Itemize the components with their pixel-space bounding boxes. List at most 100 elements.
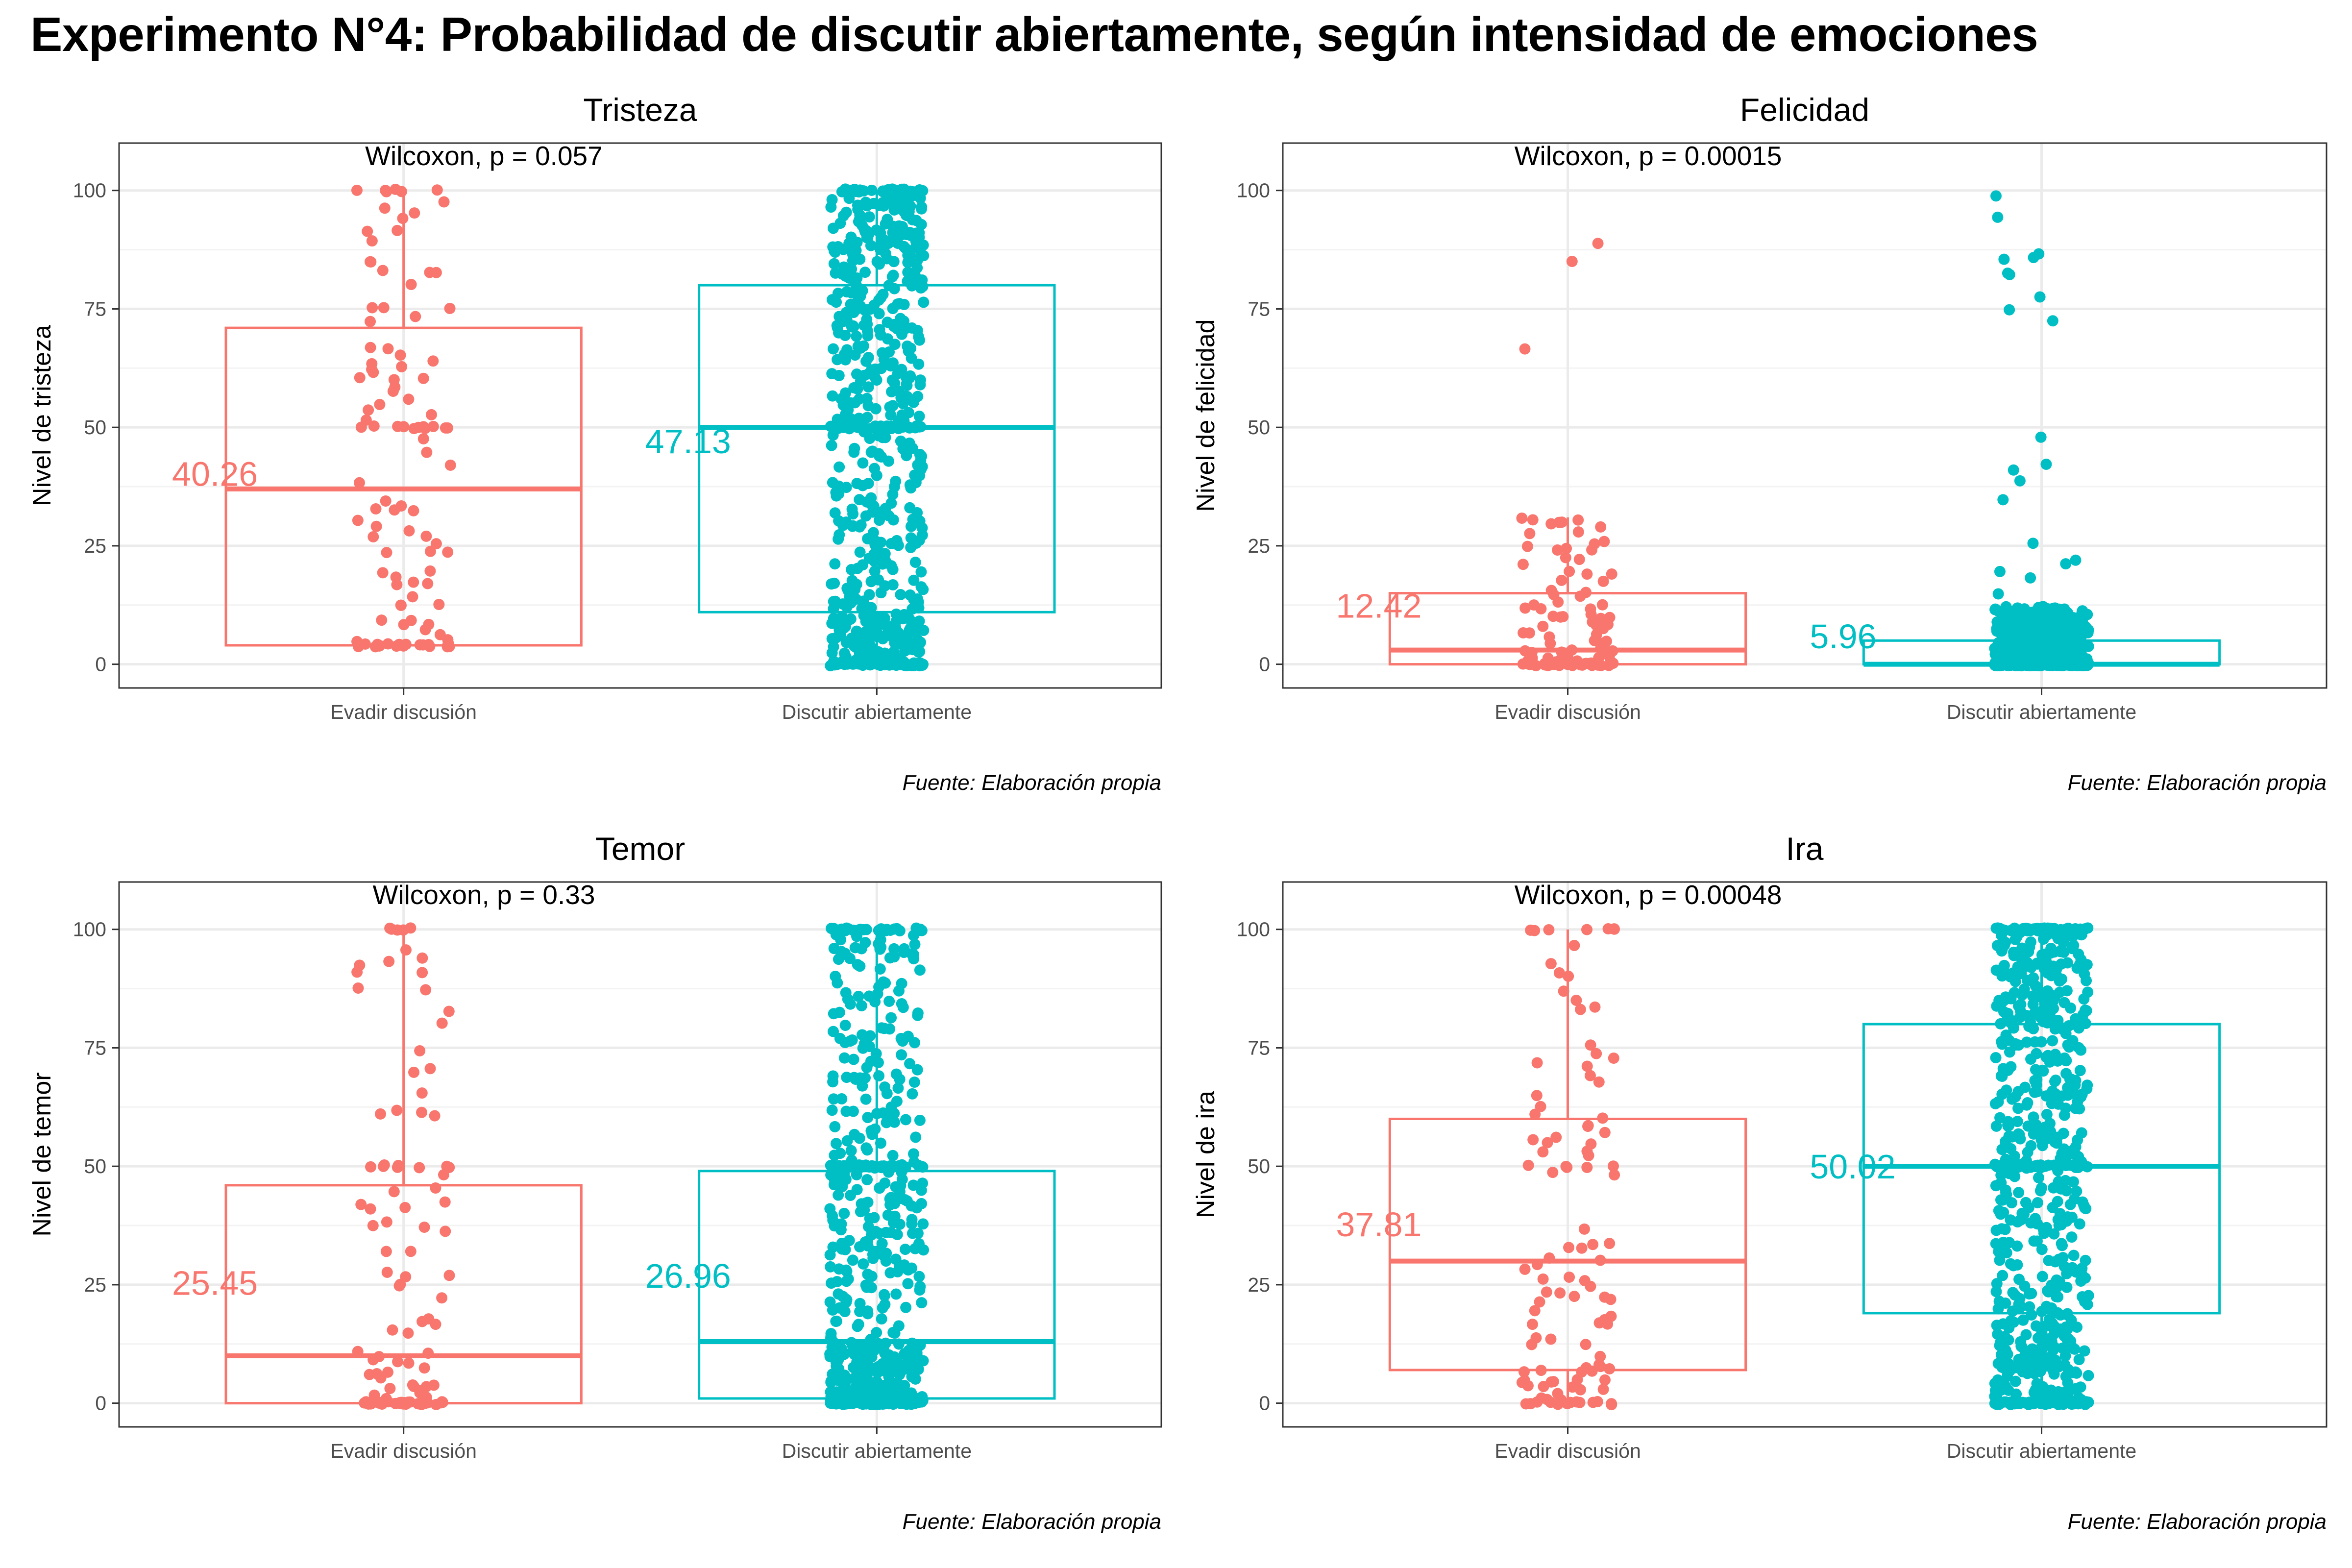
data-point — [2009, 1150, 2020, 1162]
data-point — [382, 638, 394, 650]
data-point — [2003, 1358, 2014, 1370]
data-point — [857, 457, 869, 469]
data-point — [873, 430, 884, 441]
data-point — [431, 184, 443, 196]
data-point — [2000, 1298, 2011, 1309]
data-point — [871, 1375, 882, 1387]
data-point — [373, 1351, 385, 1363]
data-point — [362, 225, 373, 237]
data-point — [893, 1320, 905, 1332]
data-point — [879, 548, 891, 560]
data-point — [903, 407, 914, 418]
mean-label-discutir-abiertamente: 26.96 — [645, 1257, 731, 1295]
data-point — [2080, 1254, 2091, 1266]
data-point — [878, 1289, 890, 1300]
data-point — [888, 1116, 900, 1128]
data-point — [2059, 633, 2071, 644]
data-point — [879, 1081, 891, 1093]
data-point — [438, 1169, 449, 1181]
data-point — [862, 381, 874, 393]
data-point — [893, 415, 905, 427]
data-point — [370, 520, 382, 532]
data-point — [427, 355, 439, 367]
data-point — [880, 619, 892, 631]
data-point — [866, 1128, 878, 1140]
data-point — [873, 648, 884, 660]
data-point — [377, 265, 389, 276]
data-point — [2033, 633, 2044, 645]
data-point — [1551, 1397, 1563, 1409]
data-point — [1519, 1263, 1531, 1275]
data-point — [359, 638, 371, 650]
data-point — [354, 372, 366, 384]
data-point — [828, 923, 839, 935]
data-point — [839, 1020, 851, 1031]
data-point — [440, 1225, 451, 1237]
data-point — [400, 944, 412, 956]
data-point — [882, 238, 894, 249]
data-point — [864, 638, 876, 650]
data-point — [2014, 1299, 2026, 1311]
data-point — [848, 1054, 859, 1065]
data-point — [441, 641, 453, 653]
data-point — [1993, 1246, 2005, 1257]
data-point — [892, 368, 904, 379]
x-tick-label: Evadir discusión — [330, 1440, 477, 1462]
data-point — [2026, 1288, 2037, 1299]
y-tick-label: 0 — [95, 1392, 106, 1415]
data-point — [1554, 1287, 1566, 1299]
data-point — [909, 938, 921, 950]
data-point — [2004, 304, 2015, 316]
y-tick-label: 0 — [95, 653, 106, 676]
caption-source: Fuente: Elaboración propia — [903, 1510, 1161, 1534]
data-point — [901, 630, 913, 641]
data-point — [370, 503, 382, 515]
data-point — [1520, 1398, 1532, 1410]
data-point — [2061, 1309, 2073, 1321]
data-point — [392, 420, 404, 432]
data-point — [355, 1199, 367, 1210]
points-discutir-abiertamente — [824, 922, 930, 1411]
data-point — [1996, 1036, 2008, 1048]
data-point — [1997, 924, 2009, 936]
data-point — [408, 1066, 420, 1078]
data-point — [2011, 1240, 2023, 1252]
data-point — [2034, 291, 2046, 303]
data-point — [880, 1255, 892, 1267]
data-point — [856, 1340, 867, 1351]
data-point — [2002, 1371, 2013, 1382]
data-point — [824, 1351, 836, 1363]
points-discutir-abiertamente — [1989, 190, 2094, 672]
data-point — [2005, 610, 2016, 621]
data-point — [2031, 1356, 2042, 1368]
y-tick-label: 75 — [1248, 297, 1270, 320]
data-point — [392, 1160, 404, 1172]
data-point — [2048, 1182, 2059, 1194]
data-point — [847, 508, 859, 520]
data-point — [1568, 1291, 1580, 1302]
data-point — [1989, 603, 2001, 615]
data-point — [848, 446, 860, 458]
data-point — [858, 319, 870, 331]
data-point — [854, 1241, 866, 1253]
data-point — [403, 525, 415, 537]
data-point — [1529, 1305, 1541, 1317]
y-axis-title: Nivel de ira — [1192, 1091, 1220, 1218]
data-point — [1564, 1271, 1575, 1283]
data-point — [828, 258, 840, 270]
data-point — [1594, 1350, 1606, 1362]
data-point — [2082, 1370, 2094, 1381]
data-point — [2037, 658, 2049, 669]
data-point — [1593, 1076, 1605, 1088]
data-point — [2004, 269, 2015, 280]
data-point — [1570, 995, 1582, 1006]
data-point — [865, 1229, 877, 1241]
data-point — [1556, 646, 1568, 658]
data-point — [2032, 1197, 2043, 1208]
data-point — [374, 399, 386, 411]
data-point — [1544, 1252, 1555, 1264]
caption-source: Fuente: Elaboración propia — [903, 771, 1161, 795]
data-point — [841, 1072, 853, 1083]
data-point — [2063, 1041, 2075, 1053]
data-point — [2031, 1378, 2043, 1390]
